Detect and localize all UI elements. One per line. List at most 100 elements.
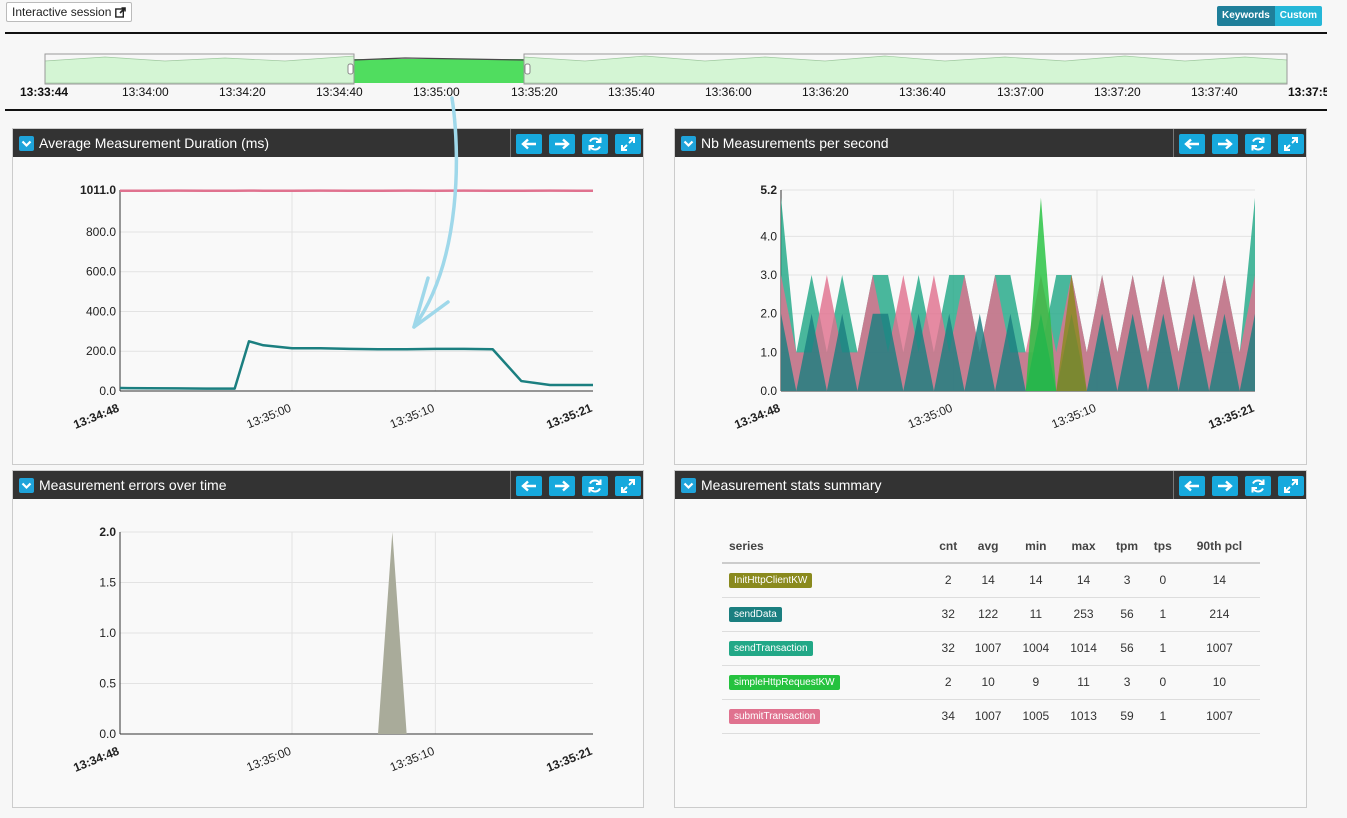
y-tick-label: 3.0 [760, 268, 777, 282]
stat-cell-max: 1013 [1059, 699, 1108, 734]
toggle-keywords[interactable]: Keywords [1216, 6, 1275, 26]
timeline-brush[interactable]: 13:33:44 13:34:00 13:34:20 13:34:40 13:35:00… [5, 33, 1336, 113]
expand-button[interactable] [1278, 134, 1304, 154]
timeline-tick-label: 13:35:40 [608, 85, 655, 99]
arrow-right-icon [555, 138, 570, 150]
chevron-down-icon[interactable] [19, 136, 34, 151]
stat-cell-cnt: 34 [932, 699, 965, 734]
series-line-sendData [119, 340, 593, 390]
column-header[interactable]: min [1011, 529, 1060, 564]
y-tick-label: 1011.0 [80, 183, 116, 197]
timeline-tick-label: 13:36:00 [705, 85, 752, 99]
panel-header: Measurement stats summary [675, 471, 1306, 499]
stat-cell-tps: 1 [1146, 597, 1179, 632]
header-separator [1173, 471, 1174, 499]
panel-title: Average Measurement Duration (ms) [39, 135, 270, 151]
interactive-session-label: Interactive session [12, 5, 112, 19]
column-header[interactable]: tpm [1107, 529, 1147, 564]
timeline-tick-label: 13:34:20 [219, 85, 266, 99]
y-tick-label: 1.0 [760, 345, 777, 359]
panel-title: Measurement stats summary [701, 477, 882, 493]
stat-cell-max: 1014 [1059, 631, 1108, 666]
expand-icon [621, 479, 635, 493]
stat-cell-tpm: 3 [1107, 563, 1147, 598]
arrow-right-button[interactable] [1212, 134, 1238, 154]
panel-title: Measurement errors over time [39, 477, 227, 493]
external-link-icon [115, 6, 127, 18]
stat-cell-p90: 14 [1178, 563, 1260, 598]
series-badge[interactable]: submitTransaction [729, 709, 821, 724]
refresh-icon [1251, 479, 1265, 493]
table-row: InitHttpClientKW 2 14 14 14 3 0 14 [722, 563, 1260, 598]
stat-cell-min: 1004 [1011, 631, 1060, 666]
expand-icon [1284, 479, 1298, 493]
arrow-left-button[interactable] [516, 134, 542, 154]
interactive-session-button[interactable]: Interactive session [6, 2, 133, 22]
series-cell: submitTransaction [722, 699, 933, 734]
stats-table: series cnt avg min max tpm tps 90th pcl … [722, 529, 1260, 734]
chevron-down-icon[interactable] [19, 478, 34, 493]
refresh-button[interactable] [582, 134, 608, 154]
stat-cell-tps: 1 [1146, 699, 1179, 734]
mode-toggle[interactable]: Keywords Custom [1216, 6, 1322, 26]
expand-button[interactable] [615, 476, 641, 496]
stat-cell-max: 253 [1059, 597, 1108, 632]
stat-cell-tps: 1 [1146, 631, 1179, 666]
x-tick-label: 13:35:00 [245, 744, 294, 775]
errors-chart: 0.0 0.5 1.0 1.5 2.0 13:34:48 13:35:00 13:35:10 1… [71, 525, 594, 775]
arrow-left-button[interactable] [516, 476, 542, 496]
refresh-button[interactable] [582, 476, 608, 496]
refresh-button[interactable] [1245, 134, 1271, 154]
series-badge[interactable]: sendTransaction [729, 641, 813, 656]
series-badge[interactable]: sendData [729, 607, 782, 622]
timeline-tick-label: 13:34:40 [316, 85, 363, 99]
avg-duration-chart: 0.0 200.0 400.0 600.0 800.0 1011.0 13:34:48 13:… [71, 183, 594, 432]
x-tick-label: 13:35:00 [245, 401, 294, 432]
stat-cell-cnt: 32 [932, 631, 965, 666]
column-header[interactable]: tps [1146, 529, 1179, 564]
series-badge[interactable]: simpleHttpRequestKW [729, 675, 840, 690]
header-separator [510, 471, 511, 499]
arrow-right-button[interactable] [1212, 476, 1238, 496]
timeline-tick-label: 13:37:20 [1094, 85, 1141, 99]
timeline-left-handle[interactable] [347, 63, 354, 75]
expand-button[interactable] [1278, 476, 1304, 496]
refresh-icon [588, 137, 602, 151]
chevron-down-icon[interactable] [681, 136, 696, 151]
expand-icon [621, 137, 635, 151]
panel-title: Nb Measurements per second [701, 135, 889, 151]
panel-header: Average Measurement Duration (ms) [13, 129, 643, 157]
chevron-down-icon[interactable] [681, 478, 696, 493]
header-separator [1173, 129, 1174, 157]
stat-cell-min: 11 [1011, 597, 1060, 632]
timeline-right-handle[interactable] [524, 63, 531, 75]
column-header[interactable]: cnt [932, 529, 965, 564]
arrow-right-button[interactable] [549, 134, 575, 154]
arrow-left-button[interactable] [1179, 134, 1205, 154]
column-header[interactable]: series [722, 529, 933, 564]
stat-cell-cnt: 2 [932, 563, 965, 598]
expand-button[interactable] [615, 134, 641, 154]
arrow-left-icon [1184, 138, 1199, 150]
timeline-tick-label: 13:36:40 [899, 85, 946, 99]
stat-cell-p90: 214 [1178, 597, 1260, 632]
series-area-sendData [781, 313, 1255, 391]
y-tick-label: 600.0 [86, 265, 116, 279]
timeline-selected-range[interactable] [354, 59, 524, 83]
divider-bottom [5, 109, 1327, 111]
refresh-button[interactable] [1245, 476, 1271, 496]
column-header[interactable]: avg [964, 529, 1012, 564]
stat-cell-tpm: 56 [1107, 631, 1147, 666]
panel-errors: Measurement errors over time 0.0 0.5 1.0 1.… [12, 470, 644, 808]
series-badge[interactable]: InitHttpClientKW [729, 573, 813, 589]
toggle-custom[interactable]: Custom [1274, 6, 1322, 26]
column-header[interactable]: max [1059, 529, 1108, 564]
timeline-tick-label: 13:35:20 [511, 85, 558, 99]
column-header[interactable]: 90th pcl [1178, 529, 1260, 564]
arrow-left-icon [521, 138, 536, 150]
panel-stats-summary: Measurement stats summary series cnt avg… [674, 470, 1307, 808]
arrow-left-button[interactable] [1179, 476, 1205, 496]
timeline-selected-line [353, 57, 525, 61]
arrow-right-button[interactable] [549, 476, 575, 496]
stat-cell-avg: 14 [964, 563, 1012, 598]
